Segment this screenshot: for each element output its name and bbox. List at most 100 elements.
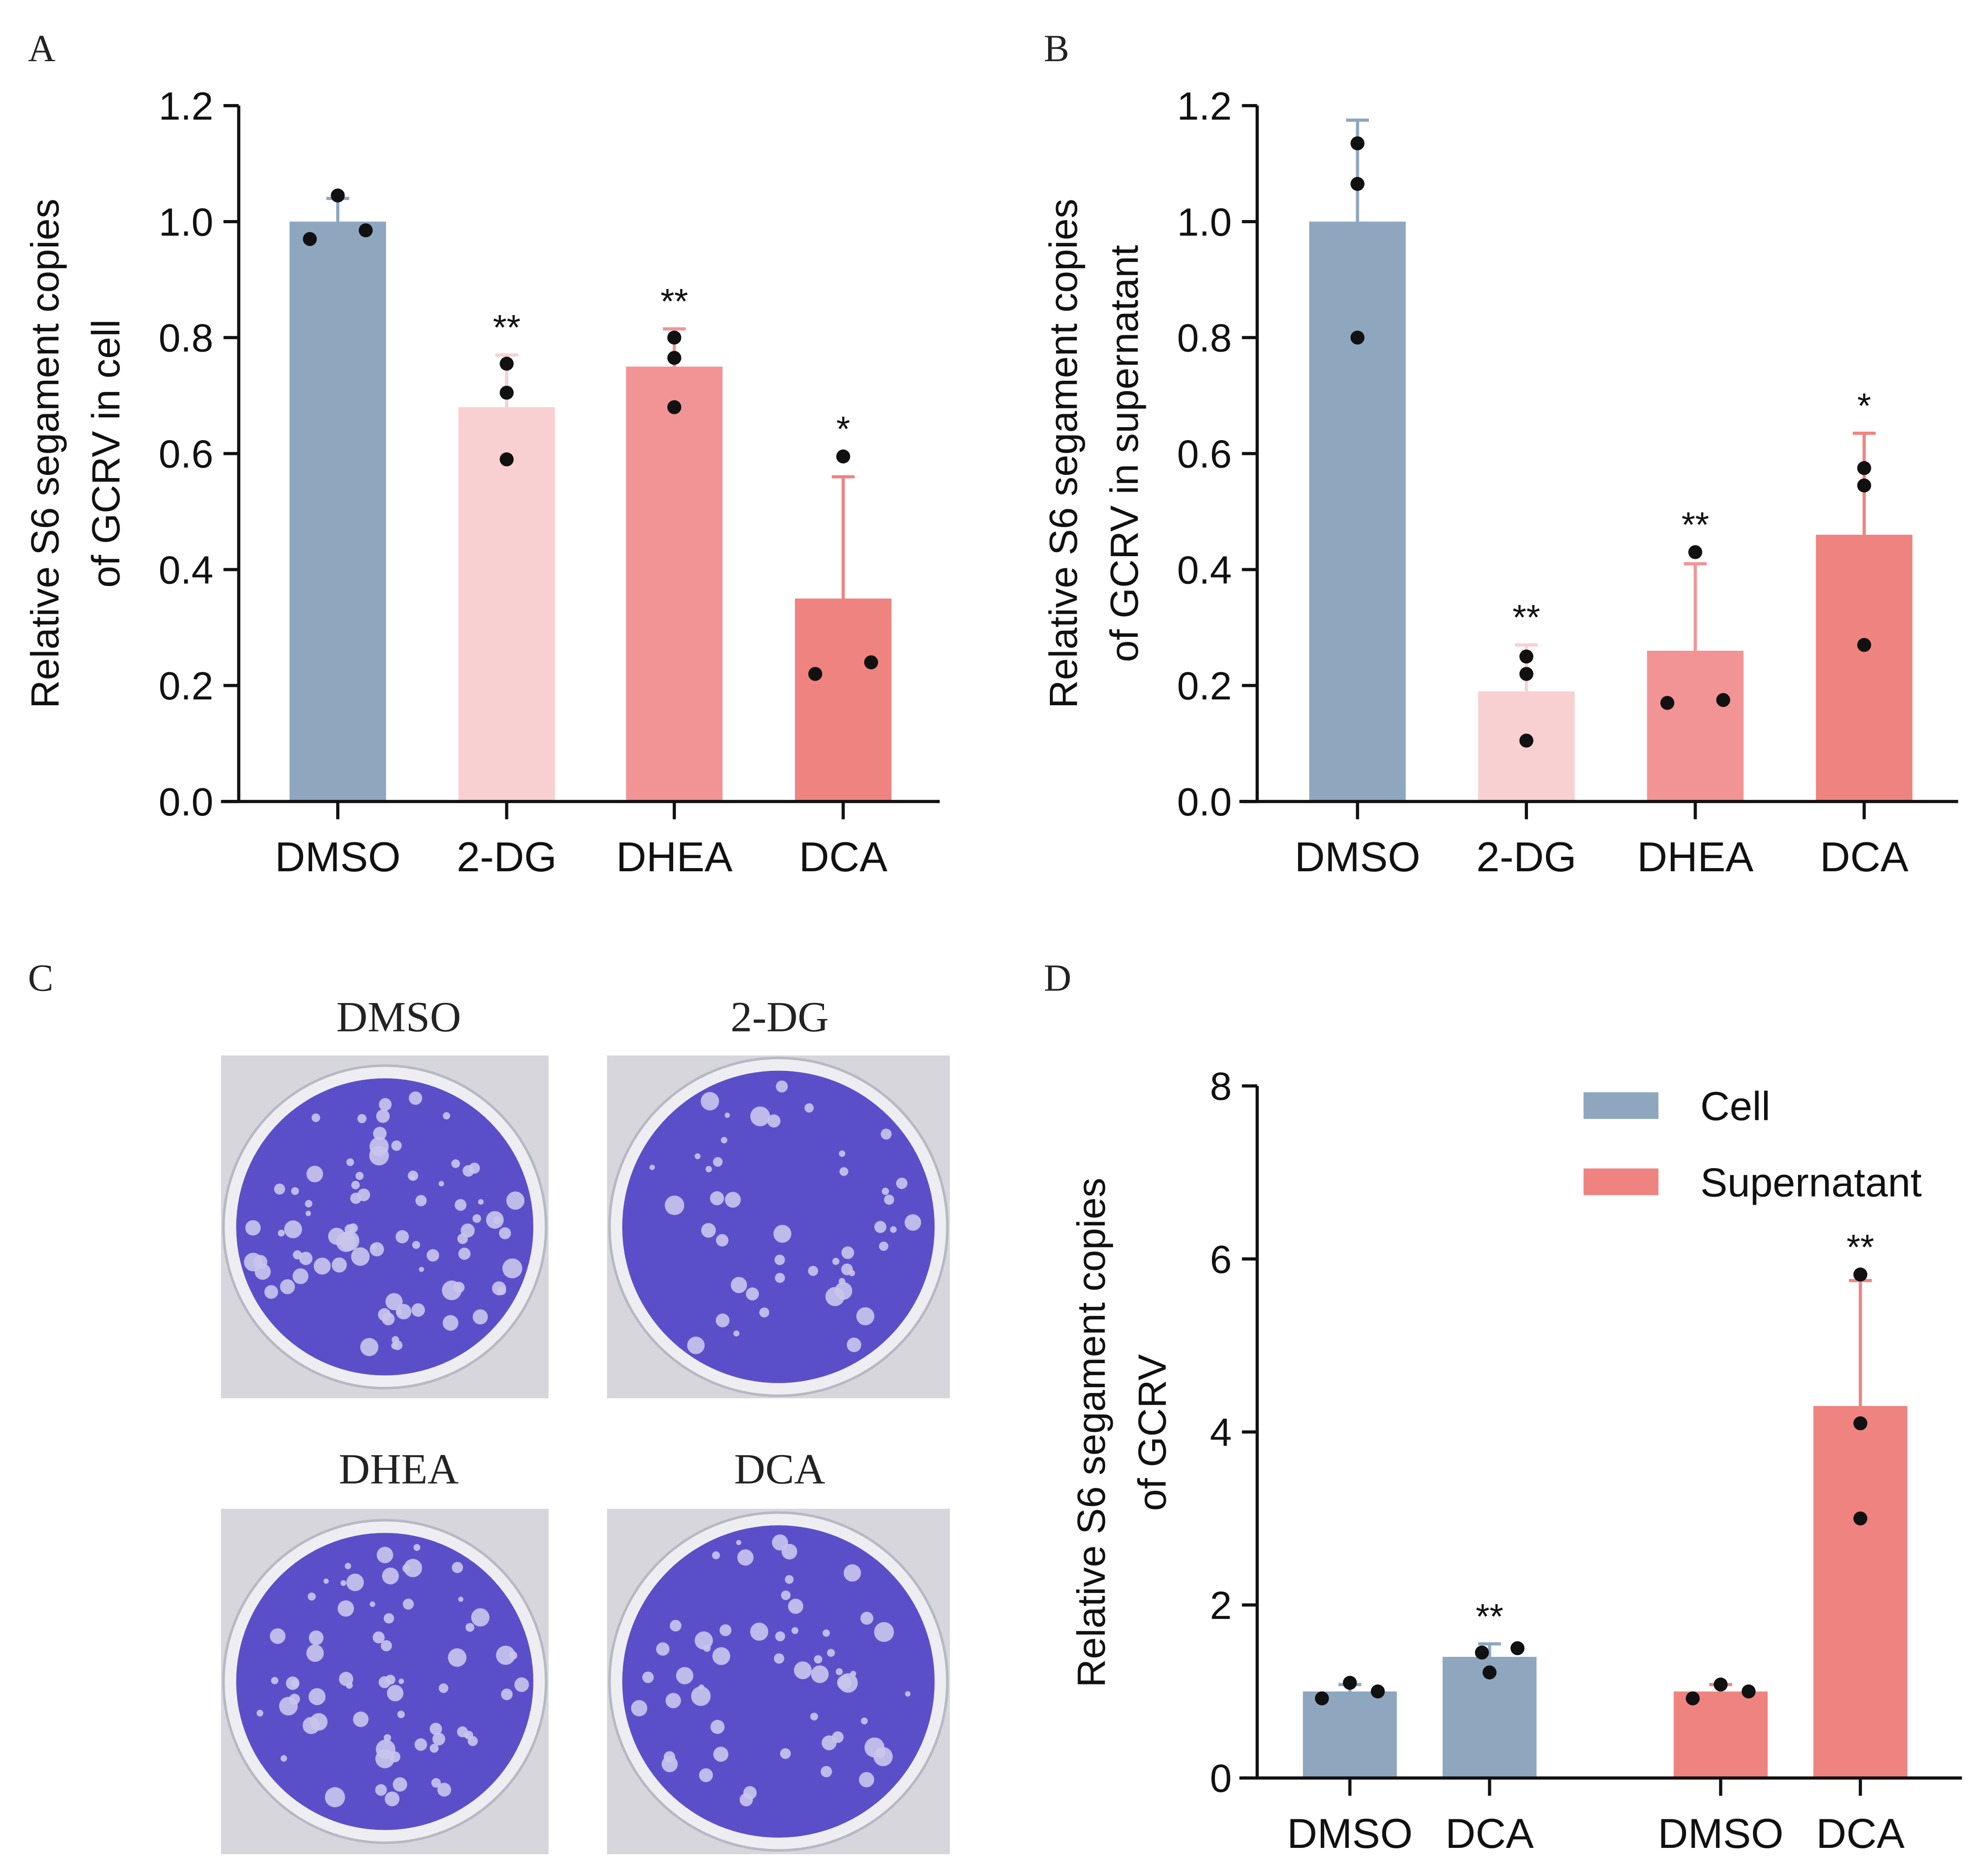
significance-label-1: **	[493, 308, 520, 347]
plaque	[284, 1220, 302, 1239]
plaque	[392, 1777, 408, 1792]
plaque	[879, 1241, 889, 1251]
plaque	[773, 1225, 791, 1243]
plaque	[884, 1194, 895, 1205]
plaque	[376, 1547, 393, 1564]
plaque	[270, 1628, 286, 1644]
data-point	[864, 655, 878, 670]
plaque	[397, 1710, 405, 1718]
data-point	[667, 400, 682, 414]
plaque	[369, 1137, 389, 1156]
plaque	[882, 1187, 889, 1195]
plaque	[820, 1766, 832, 1777]
y-tick-label: 1.2	[158, 84, 213, 128]
plaque	[372, 1631, 385, 1643]
y-tick-label: 0.0	[158, 780, 213, 824]
plaque	[254, 1264, 271, 1280]
y-tick-label: 0.2	[1177, 664, 1232, 708]
plaque	[426, 1249, 439, 1262]
plaque	[385, 1293, 403, 1310]
plaque	[360, 1338, 379, 1356]
plaque	[856, 1307, 874, 1326]
plaque	[703, 1644, 711, 1652]
significance-label-3: **	[1847, 1227, 1874, 1267]
plaque	[306, 1165, 323, 1182]
plaque	[305, 1210, 311, 1216]
plate-label-dhea: DHEA	[339, 1445, 459, 1493]
data-point	[1857, 638, 1871, 652]
data-point	[1519, 649, 1534, 664]
plaque	[821, 1735, 837, 1751]
plaque	[746, 1287, 759, 1301]
plaque	[299, 1252, 313, 1265]
x-tick-label: DCA	[1816, 1810, 1905, 1857]
plaque	[670, 1620, 682, 1632]
plaque	[720, 1624, 732, 1636]
plaque	[825, 1287, 845, 1306]
plaque	[860, 1612, 874, 1625]
plaque	[859, 1772, 874, 1788]
x-tick-label: DHEA	[1637, 833, 1753, 880]
plaque	[452, 1562, 463, 1573]
bar-3	[1816, 535, 1913, 802]
plaque	[411, 1303, 425, 1317]
significance-label-3: *	[1857, 386, 1871, 426]
plaque	[827, 1649, 835, 1657]
plaque	[384, 1791, 400, 1806]
plate-well	[622, 1525, 935, 1838]
plaque	[305, 1200, 312, 1208]
plaque	[271, 1676, 279, 1685]
plaque	[355, 1172, 364, 1180]
plaque	[501, 1689, 513, 1701]
plate-label-dca: DCA	[734, 1445, 825, 1493]
data-point	[499, 452, 514, 466]
plaque	[904, 1214, 921, 1231]
plaque	[649, 1165, 655, 1170]
plaque	[375, 1749, 395, 1768]
data-point	[1857, 478, 1871, 493]
plaque	[458, 1597, 464, 1602]
y-tick-label: 0.2	[158, 664, 213, 708]
panel-label-d: D	[1044, 957, 1071, 999]
plaque	[890, 1226, 897, 1233]
bar-1	[458, 407, 555, 802]
chart-a: DMSO ** 2-DG ** DHEA * DCA 0.0 0.2 0.4 0.6 0.8 1.0 1.…	[23, 84, 940, 880]
x-tick-label: DMSO	[275, 833, 401, 880]
plaque	[413, 1544, 420, 1551]
x-tick-label: DMSO	[1658, 1810, 1784, 1857]
y-tick-label: 0.8	[158, 316, 213, 360]
plaque	[699, 1768, 713, 1782]
plaque	[736, 1540, 741, 1545]
plaque	[716, 1313, 730, 1327]
plaque	[733, 1330, 740, 1337]
plaque	[311, 1113, 320, 1122]
plaque	[743, 1786, 757, 1800]
plaque	[808, 1265, 818, 1276]
plaque	[839, 1167, 849, 1176]
plaque	[836, 1668, 843, 1676]
plaque	[308, 1630, 324, 1645]
plaque	[291, 1187, 299, 1195]
plaque	[438, 1683, 449, 1693]
plaque	[687, 1336, 705, 1354]
y-tick-label: 4	[1210, 1410, 1232, 1454]
data-point	[1519, 667, 1534, 681]
data-point	[836, 449, 850, 464]
plaque	[725, 1192, 741, 1208]
plaque	[731, 1277, 747, 1294]
plaque	[695, 1153, 701, 1160]
plaque	[506, 1191, 525, 1210]
bar-0	[1303, 1691, 1397, 1778]
plaque	[656, 1642, 670, 1656]
data-point	[1343, 1676, 1357, 1690]
data-point	[1688, 545, 1702, 559]
significance-label-2: **	[661, 282, 688, 321]
plaque	[325, 1787, 345, 1807]
plaque	[332, 1257, 347, 1273]
plaque	[419, 1267, 424, 1272]
data-point	[358, 223, 373, 237]
plaque	[438, 1181, 444, 1187]
plaque	[814, 1655, 823, 1664]
plaque	[713, 1747, 728, 1762]
plaque	[774, 1254, 785, 1265]
